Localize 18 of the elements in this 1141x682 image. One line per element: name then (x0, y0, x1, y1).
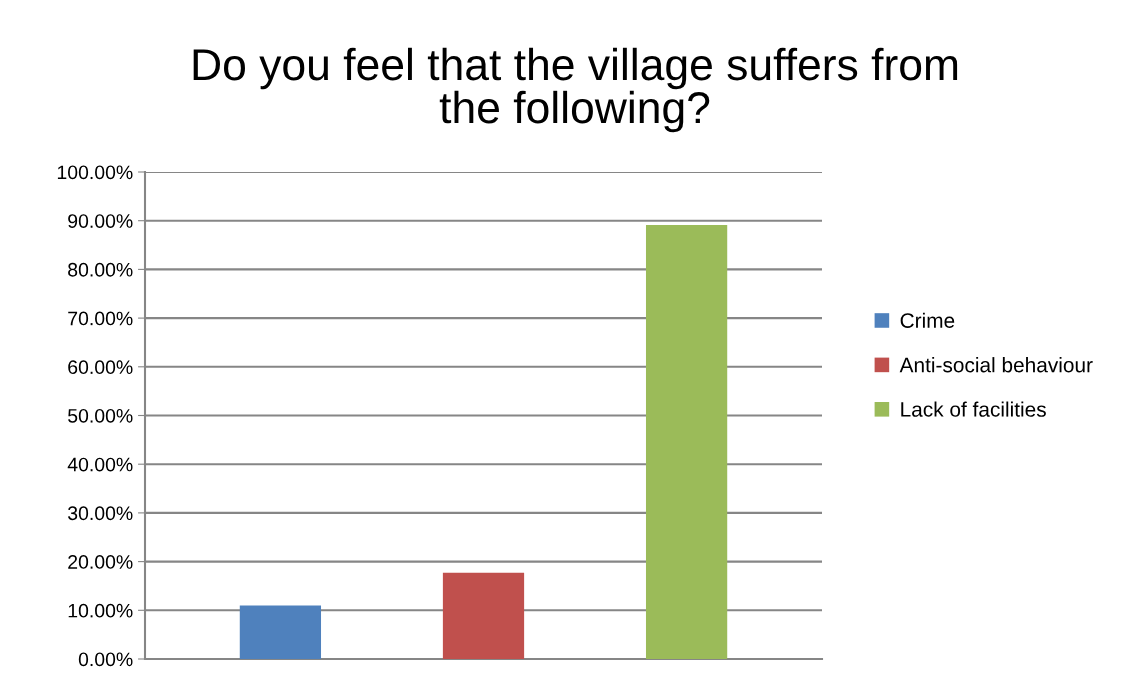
legend-label: Crime (900, 312, 955, 328)
y-tick-label: 60.00% (68, 360, 133, 375)
y-tick-label: 0.00% (78, 652, 133, 667)
y-tick-label: 20.00% (68, 555, 133, 569)
legend-label: Anti-social behaviour (899, 357, 1093, 373)
y-tick-label: 10.00% (68, 603, 133, 618)
y-tick-label: 30.00% (67, 506, 133, 521)
y-tick-label: 90.00% (68, 214, 133, 228)
chart-title: Do you feel that the village suffers from the following? (193, 47, 958, 133)
y-tick-label: 70.00% (68, 311, 133, 326)
bar (239, 605, 322, 659)
y-tick-label: 40.00% (67, 457, 133, 472)
legend-label: Lack of facilities (901, 401, 1046, 417)
y-tick-label: 100.00% (57, 165, 133, 180)
y-tick-label: 50.00% (68, 408, 133, 423)
bar (442, 572, 525, 659)
bar (645, 225, 728, 659)
y-tick-label: 80.00% (68, 262, 133, 277)
